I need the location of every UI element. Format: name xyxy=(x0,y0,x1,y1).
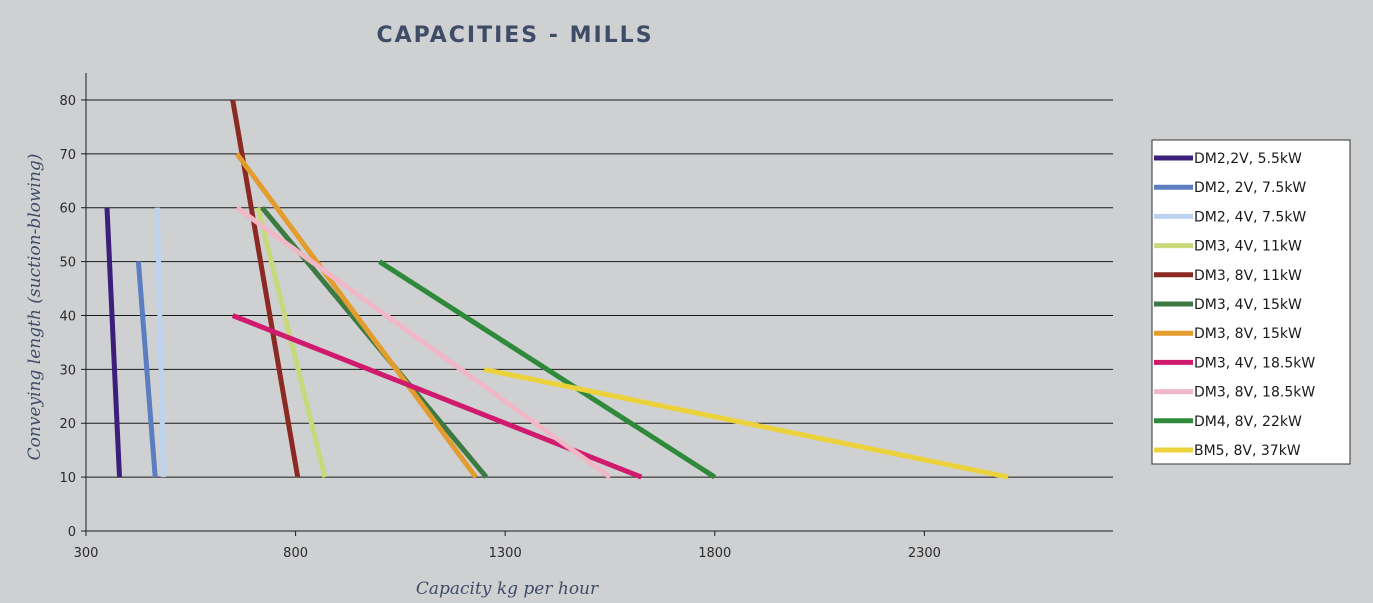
legend-label: DM3, 8V, 11kW xyxy=(1194,268,1302,284)
x-tick-label: 2300 xyxy=(908,546,941,561)
series-lines xyxy=(104,99,1009,480)
y-tick-label: 10 xyxy=(59,471,76,486)
series-line-7 xyxy=(234,152,478,479)
series-line-11 xyxy=(483,366,1009,480)
series-line-1 xyxy=(104,207,122,478)
legend-label: DM3, 4V, 15kW xyxy=(1194,297,1302,313)
y-tick-label: 0 xyxy=(68,525,76,540)
legend-label: DM3, 8V, 15kW xyxy=(1194,326,1302,342)
series-line-4 xyxy=(255,207,328,478)
y-tick-label: 80 xyxy=(59,94,76,109)
y-tick-label: 50 xyxy=(59,256,76,271)
chart-title: CAPACITIES - MILLS xyxy=(376,23,653,48)
legend-label: DM2, 4V, 7.5kW xyxy=(1194,209,1306,225)
axes xyxy=(81,73,1113,536)
y-tick-label: 20 xyxy=(59,417,76,432)
legend-label: DM3, 4V, 11kW xyxy=(1194,239,1302,255)
x-tick-label: 800 xyxy=(283,546,308,561)
series-line-3 xyxy=(154,207,166,478)
x-tick-label: 1300 xyxy=(489,546,522,561)
x-axis-label: Capacity kg per hour xyxy=(416,579,599,599)
legend-label: DM3, 4V, 18.5kW xyxy=(1194,355,1315,371)
y-axis-label: Conveying length (suction-blowing) xyxy=(25,154,45,461)
y-tick-label: 60 xyxy=(59,202,76,217)
legend-label: DM4, 8V, 22kW xyxy=(1194,414,1302,430)
legend-label: BM5, 8V, 37kW xyxy=(1194,443,1301,459)
series-line-5 xyxy=(230,99,301,478)
legend-label: DM2,2V, 5.5kW xyxy=(1194,151,1302,167)
series-line-9 xyxy=(235,205,612,480)
legend-label: DM3, 8V, 18.5kW xyxy=(1194,385,1315,401)
legend-label: DM2, 2V, 7.5kW xyxy=(1194,180,1306,196)
grid xyxy=(86,99,1113,478)
x-tick-label: 300 xyxy=(74,546,99,561)
tick-labels: 0 10 20 30 40 50 60 70 80 300 800 1300 1800 2300 xyxy=(59,94,940,561)
y-tick-label: 40 xyxy=(59,309,76,324)
legend: DM2,2V, 5.5kW DM2, 2V, 7.5kW DM2, 4V, 7.5k… xyxy=(1151,139,1351,465)
y-tick-label: 70 xyxy=(59,148,76,163)
series-line-10 xyxy=(378,259,717,480)
series-line-2 xyxy=(135,261,158,478)
y-tick-label: 30 xyxy=(59,363,76,378)
x-tick-label: 1800 xyxy=(698,546,731,561)
